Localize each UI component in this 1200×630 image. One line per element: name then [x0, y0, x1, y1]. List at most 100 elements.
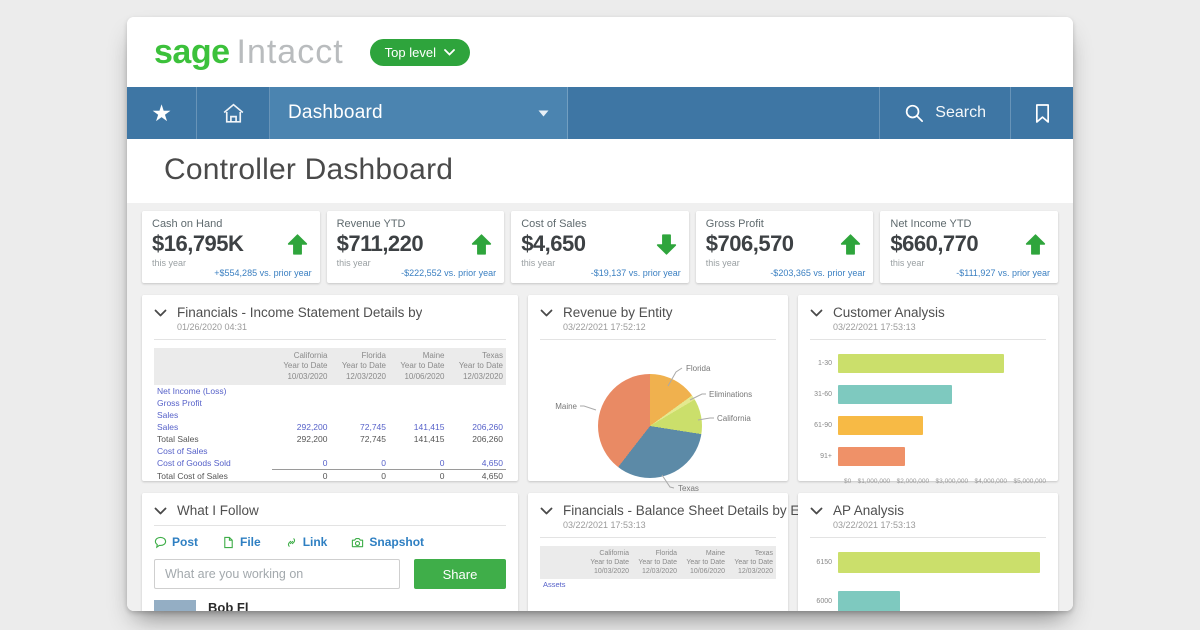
file-icon	[224, 536, 233, 548]
kpi-label: Cost of Sales	[521, 218, 587, 230]
file-label: File	[240, 535, 261, 549]
sage-intacct-logo: sage Intacct	[154, 33, 344, 72]
panel-revenue-by-entity: Revenue by Entity 03/22/2021 17:52:12 Fl…	[528, 295, 788, 492]
column-header-texas: Texas Year to Date 12/03/2020	[458, 351, 503, 381]
kpi-card-cost-of-sales[interactable]: Cost of Sales $4,650 this year -$19,137 …	[511, 211, 689, 283]
panel-title: Customer Analysis	[833, 305, 945, 320]
kpi-value: $706,570	[705, 231, 794, 256]
column-header-california: California Year to Date 10/03/2020	[590, 550, 629, 576]
post-button[interactable]: Post	[154, 535, 198, 549]
table-row[interactable]: Cost of Sales	[157, 446, 208, 457]
entity-selector-pill[interactable]: Top level	[369, 38, 470, 66]
table-row[interactable]: Cost of Goods Sold 0 0 0 4,650	[154, 457, 506, 471]
panel-customer-analysis: Customer Analysis 03/22/2021 17:53:13 1-…	[798, 295, 1058, 485]
bar-31-60[interactable]	[838, 385, 953, 404]
share-button[interactable]: Share	[414, 559, 506, 589]
kpi-card-gross-profit[interactable]: Gross Profit $706,570 this year -$203,36…	[695, 211, 874, 283]
link-icon	[287, 537, 295, 547]
bookmark-icon	[1035, 103, 1049, 123]
home-icon	[223, 103, 243, 123]
search-button[interactable]: Search	[879, 87, 1010, 139]
kpi-comparison-link[interactable]: -$19,137 vs. prior year	[590, 268, 681, 278]
trend-up-icon	[1025, 233, 1046, 255]
bar-row: 31-60	[810, 385, 1046, 404]
revenue-pie-chart[interactable]: Florida Eliminations California Texas Ma…	[540, 342, 776, 492]
post-actions-toolbar: Post File Link Snapshot	[154, 535, 506, 549]
column-header-california: California Year to Date 10/03/2020	[283, 351, 328, 381]
column-header-maine: Maine Year to Date 10/06/2020	[400, 351, 445, 381]
search-label: Search	[935, 104, 986, 121]
bar-row: 61-90	[810, 416, 1046, 435]
bar-6150[interactable]	[838, 552, 1040, 573]
panel-timestamp: 03/22/2021 17:53:13	[563, 520, 646, 530]
panels-row-2: What I Follow Post File Link	[142, 493, 1058, 611]
ap-bar-chart[interactable]: 6150 6000	[810, 552, 1046, 611]
feed-author-name: Bob Fl	[208, 600, 249, 611]
panel-balance-sheet: Financials - Balance Sheet Details by En…	[528, 493, 807, 611]
kpi-card-net-income-ytd[interactable]: Net Income YTD $660,770 this year -$111,…	[880, 211, 1058, 283]
table-row[interactable]: Gross Profit	[157, 398, 202, 409]
kpi-comparison-link[interactable]: -$203,365 vs. prior year	[770, 268, 866, 278]
link-button[interactable]: Link	[285, 535, 328, 549]
feed-item[interactable]: Bob Fl	[154, 600, 506, 611]
kpi-value: $711,220	[336, 231, 424, 256]
panel-timestamp: 03/22/2021 17:53:13	[833, 520, 916, 530]
kpi-period-label: this year	[705, 258, 740, 268]
bar-1-30[interactable]	[838, 354, 1005, 373]
table-header-row: California Year to Date 10/03/2020 Flori…	[154, 348, 506, 386]
table-row[interactable]: Sales 292,200 72,745 141,415 206,260	[157, 422, 503, 433]
collapse-chevron-icon[interactable]	[810, 309, 823, 317]
dashboard-menu-dropdown[interactable]: Dashboard	[270, 87, 568, 139]
kpi-period-label: this year	[890, 258, 925, 268]
dashboard-content: Cash on Hand $16,795K this year +$554,28…	[127, 203, 1073, 611]
kpi-period-label: this year	[152, 258, 187, 268]
table-row[interactable]: Assets	[543, 580, 566, 590]
kpi-period-label: this year	[336, 258, 371, 268]
kpi-comparison-link[interactable]: -$111,927 vs. prior year	[956, 268, 1050, 278]
panels-row-1: Financials - Income Statement Details by…	[142, 295, 1058, 492]
kpi-comparison-link[interactable]: -$222,552 vs. prior year	[401, 268, 497, 278]
collapse-chevron-icon[interactable]	[154, 507, 167, 515]
kpi-card-revenue-ytd[interactable]: Revenue YTD $711,220 this year -$222,552…	[326, 211, 505, 283]
trend-up-icon	[287, 233, 307, 255]
home-button[interactable]	[197, 87, 270, 139]
comment-icon	[154, 536, 167, 548]
kpi-label: Revenue YTD	[336, 218, 406, 230]
kpi-comparison-link[interactable]: +$554,285 vs. prior year	[214, 268, 312, 278]
pie-label-california: California	[717, 414, 751, 423]
entity-selector-label: Top level	[384, 44, 436, 60]
favorites-star-button[interactable]: ★	[127, 87, 197, 139]
bar-row: 6150	[810, 552, 1046, 573]
bookmarks-button[interactable]	[1010, 87, 1073, 139]
file-button[interactable]: File	[222, 535, 261, 549]
customer-aging-bar-chart[interactable]: 1-30 31-60 61-90 91+	[810, 354, 1046, 485]
kpi-value: $660,770	[890, 231, 979, 256]
column-header-maine: Maine Year to Date 10/06/2020	[686, 550, 725, 576]
app-window: sage Intacct Top level ★ Dashboard	[127, 17, 1073, 611]
post-input[interactable]	[154, 559, 400, 589]
pie-label-maine: Maine	[555, 402, 577, 411]
bar-91-plus[interactable]	[838, 447, 905, 466]
bar-category-label: 1-30	[817, 360, 832, 367]
link-label: Link	[302, 535, 328, 549]
main-navbar: ★ Dashboard Search	[127, 87, 1073, 139]
table-row[interactable]: Net Income (Loss)	[157, 386, 227, 397]
collapse-chevron-icon[interactable]	[540, 507, 553, 515]
bar-6000[interactable]	[838, 591, 901, 611]
trend-up-icon	[841, 233, 861, 255]
income-statement-table: California Year to Date 10/03/2020 Flori…	[154, 348, 506, 482]
balance-sheet-table: California Year to Date 10/03/2020 Flori…	[540, 546, 776, 590]
collapse-chevron-icon[interactable]	[540, 309, 553, 317]
column-header-florida: Florida Year to Date 12/03/2020	[638, 550, 677, 576]
collapse-chevron-icon[interactable]	[154, 309, 167, 317]
bar-61-90[interactable]	[838, 416, 924, 435]
page-title: Controller Dashboard	[164, 153, 454, 186]
chevron-down-icon	[444, 48, 455, 56]
kpi-card-cash-on-hand[interactable]: Cash on Hand $16,795K this year +$554,28…	[142, 211, 320, 283]
pie-graphic	[598, 374, 702, 478]
collapse-chevron-icon[interactable]	[810, 507, 823, 515]
table-row: Total Cost of Sales 0 0 0 4,650	[157, 470, 503, 482]
x-axis-tick-labels: $0 $1,000,000 $2,000,000 $3,000,000 $4,0…	[844, 478, 1046, 485]
snapshot-button[interactable]: Snapshot	[351, 535, 424, 549]
table-row[interactable]: Sales	[157, 410, 179, 421]
